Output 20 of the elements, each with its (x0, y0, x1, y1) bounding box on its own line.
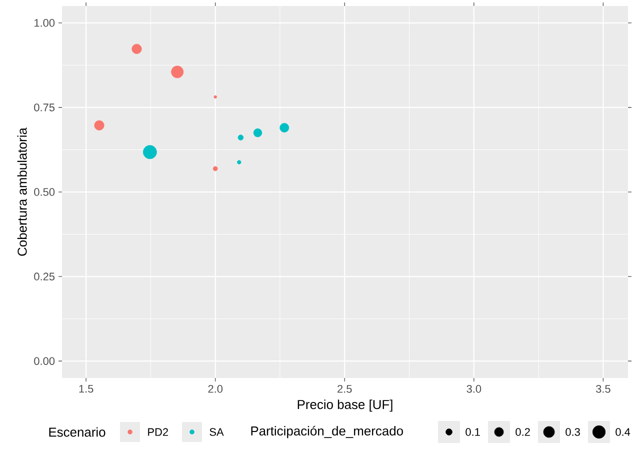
text: Participación_de_mercado (251, 426, 403, 438)
y-tick-label: 1.00 (34, 19, 55, 27)
legend-label: 0.1 (466, 428, 480, 436)
legend-label: SA (210, 428, 224, 436)
legend-label: 0.2 (516, 428, 530, 436)
y-tick-label: 0.75 (34, 104, 55, 112)
x-tick-label: 2.0 (208, 385, 223, 393)
x-tick-label: 3.5 (596, 385, 610, 393)
x-tick-label: 1.5 (79, 385, 94, 393)
legend-label: PD2 (148, 428, 168, 436)
y-axis-title: Cobertura ambulatoria (17, 128, 27, 256)
legend-label: 0.4 (616, 428, 630, 436)
y-tick-label: 0.00 (34, 357, 55, 365)
x-tick-label: 3.0 (466, 385, 482, 393)
y-tick-label: 0.25 (34, 272, 55, 280)
legend-title: Escenario (49, 427, 106, 437)
x-tick-label: 2.5 (338, 385, 352, 393)
x-axis-title: Precio base [UF] (298, 400, 392, 412)
y-tick-label: 0.50 (34, 188, 55, 196)
legend-label: 0.3 (566, 428, 580, 436)
